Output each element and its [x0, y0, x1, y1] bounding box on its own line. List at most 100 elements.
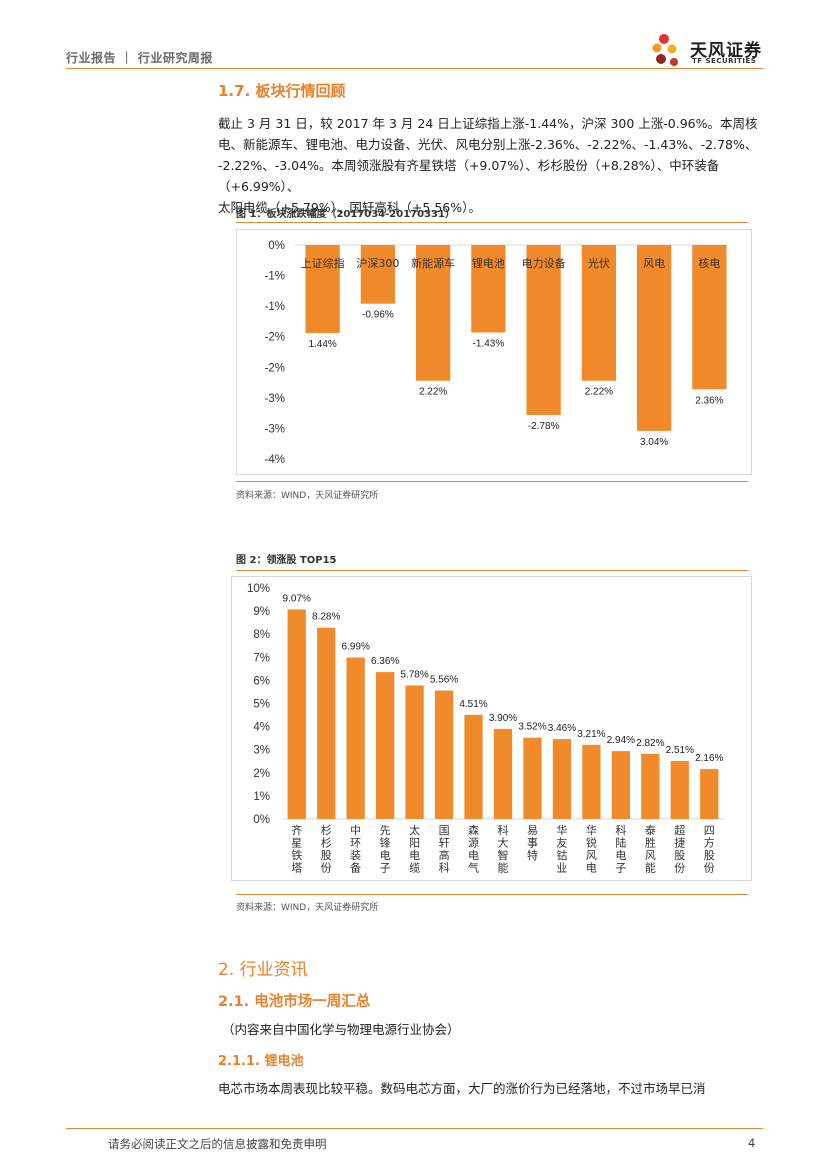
x-category-label: 齐 [291, 823, 302, 837]
bar [464, 714, 483, 819]
x-category-label: 锐 [586, 836, 597, 850]
data-label: 4.51% [459, 699, 487, 710]
y-tick-label: 5% [253, 699, 270, 711]
figure-1-source: 资料来源：WIND，天风证券研究所 [236, 491, 379, 501]
bar [581, 245, 617, 381]
footer-divider [66, 1128, 763, 1129]
x-category-label: 电力设备 [522, 256, 566, 270]
x-category-label: 份 [674, 862, 685, 875]
x-category-label: 科 [615, 823, 626, 837]
bar [641, 753, 660, 819]
x-category-label: 风电 [643, 257, 665, 270]
bar [523, 737, 542, 819]
data-label: -0.96% [362, 310, 394, 321]
y-tick-label: -2% [265, 332, 285, 344]
x-category-label: 华 [586, 823, 597, 837]
battery-market-paragraph: 电芯市场本周表现比较平稳。数码电芯方面，大厂的涨价行为已经落地，不过市场早已消 [218, 1081, 706, 1096]
x-category-label: 事 [527, 837, 538, 850]
bar [471, 245, 506, 333]
bar [670, 761, 689, 819]
figure-2-top-rule [236, 570, 748, 571]
section-heading-2-1-1: 2.1.1. 锂电池 [218, 1054, 304, 1069]
x-category-label: 电 [586, 862, 597, 875]
x-category-label: 源 [468, 836, 479, 850]
x-category-label: 高 [439, 848, 450, 862]
x-category-label: 锋 [380, 837, 391, 850]
x-category-label: 陆 [615, 836, 626, 850]
x-category-label: 子 [380, 862, 391, 875]
x-category-label: 能 [645, 861, 656, 875]
data-label: -2.78% [528, 421, 560, 432]
logo-name: 天风证券 [690, 41, 762, 61]
x-category-label: 沪深300 [356, 256, 399, 270]
data-label: 2.16% [695, 753, 723, 764]
company-logo: 天风证券 TF SECURITIES [650, 32, 765, 70]
paragraph-line: 截止 3 月 31 日，较 2017 年 3 月 24 日上证综指上涨-1.44… [218, 116, 758, 131]
x-category-label: 超 [674, 823, 685, 837]
x-category-label: 股 [674, 849, 685, 862]
x-category-label: 太 [409, 824, 420, 837]
x-category-label: 智 [498, 848, 509, 862]
x-category-label: 科 [498, 823, 509, 837]
x-category-label: 电 [468, 849, 479, 862]
data-label: 2.82% [636, 738, 664, 749]
y-tick-label: -4% [265, 454, 285, 466]
y-tick-label: -1% [265, 271, 285, 283]
y-tick-label: -3% [265, 423, 285, 435]
bar [317, 627, 336, 819]
x-category-label: 科 [439, 861, 450, 875]
x-category-label: 股 [704, 849, 715, 862]
data-label: 8.28% [312, 612, 340, 623]
x-category-label: 新能源车 [411, 256, 455, 270]
bar [552, 739, 572, 819]
sector-change-chart: 0% -1% -1% -2% -2% -3% -3% -4% 1.44% -0.96% 2.22% -… [265, 240, 727, 466]
page-number: 4 [748, 1136, 756, 1150]
x-category-label: 阳 [409, 837, 420, 850]
bar [305, 245, 340, 334]
y-tick-label: -3% [265, 393, 285, 405]
data-label: 3.52% [518, 722, 546, 733]
x-category-label: 核电 [698, 256, 720, 270]
y-tick-label: 4% [253, 722, 270, 734]
x-category-label: 环 [350, 837, 361, 850]
x-category-label: 业 [556, 862, 567, 875]
x-category-label: 四 [704, 824, 715, 837]
x-category-label: 气 [468, 861, 479, 875]
x-category-label: 易 [527, 824, 538, 837]
x-category-label: 能 [498, 861, 509, 875]
bar [346, 657, 365, 819]
data-label: 1.44% [308, 339, 336, 350]
data-label: 6.36% [371, 656, 399, 667]
data-label: 9.07% [283, 593, 311, 604]
data-label: 3.21% [577, 729, 605, 740]
figure-2-source: 资料来源：WIND，天风证券研究所 [236, 903, 379, 913]
x-category-label: 特 [527, 848, 538, 862]
x-category-label: 杉 [321, 836, 332, 850]
bar [360, 245, 396, 304]
y-tick-label: 0% [268, 240, 285, 252]
figure-1-title: 图 1：板块涨跌幅度（2017034-20170331） [236, 209, 455, 220]
data-label: 5.56% [430, 675, 458, 686]
paragraph-line: 太阳电缆（+5.79%）、国轩高科（+5.56%）。 [218, 200, 481, 215]
x-category-label: 友 [556, 836, 567, 850]
x-category-label: 大 [498, 836, 509, 850]
bar [611, 751, 631, 819]
y-tick-label: 2% [253, 768, 270, 780]
x-category-label: 胜 [645, 836, 656, 850]
x-category-label: 杉 [321, 823, 332, 837]
paragraph-line: -2.22%、-3.04%。本周领涨股有齐星铁塔（+9.07%）、杉杉股份（+8… [218, 158, 720, 194]
bar [636, 245, 672, 431]
x-category-label: 份 [321, 862, 332, 875]
y-tick-label: 3% [253, 745, 270, 757]
x-category-label: 塔 [291, 862, 302, 875]
content-source-note: （内容来自中国化学与物理电源行业协会） [222, 1022, 460, 1037]
x-category-label: 铁 [291, 849, 302, 862]
top15-gainers-chart: 10% 9% 8% 7% 6% 5% 4% 3% 2% 1% 0% 9.07% 齐星铁塔 8.28% 杉杉股… [247, 583, 724, 875]
x-category-label: 捷 [674, 836, 685, 850]
logo-mark-icon [652, 34, 678, 66]
figure-2-chart-frame: 10% 9% 8% 7% 6% 5% 4% 3% 2% 1% 0% 9.07% 齐星铁塔 8.28% 杉杉股… [231, 576, 752, 881]
x-category-label: 光伏 [588, 256, 610, 270]
bar [700, 769, 719, 819]
y-tick-label: 6% [253, 675, 270, 687]
x-category-label: 缆 [409, 862, 420, 875]
